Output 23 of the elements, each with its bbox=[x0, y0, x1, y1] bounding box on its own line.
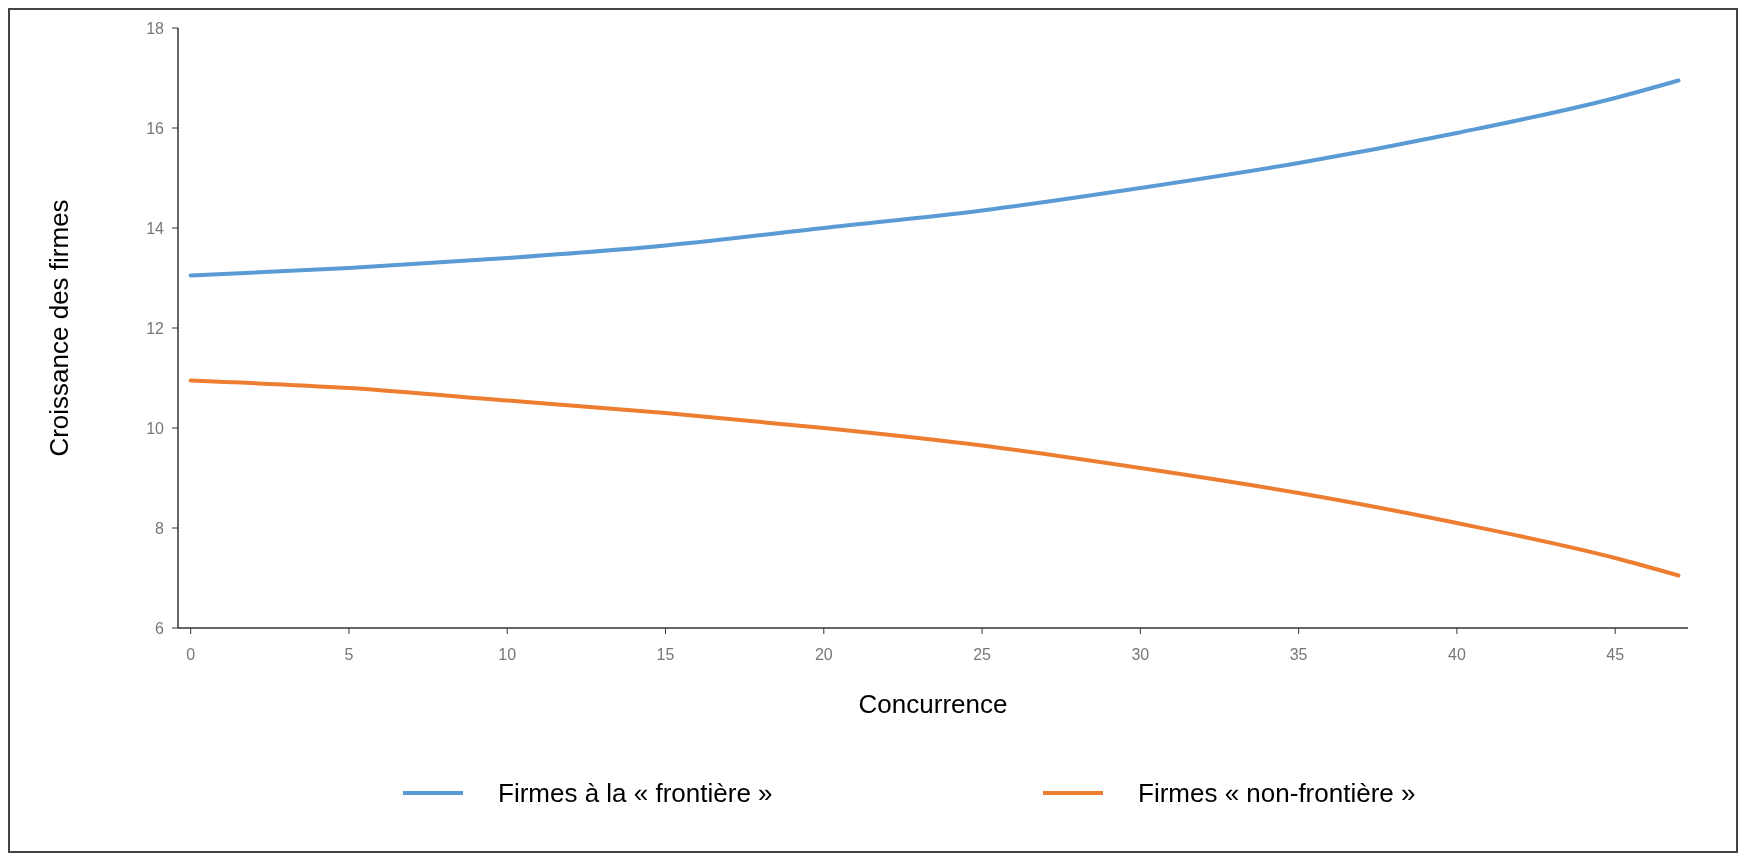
x-tick-label: 35 bbox=[1289, 646, 1308, 663]
y-tick-label: 8 bbox=[155, 520, 165, 537]
x-tick-label: 30 bbox=[1131, 646, 1150, 663]
y-tick-label: 10 bbox=[146, 420, 165, 437]
x-tick-label: 25 bbox=[973, 646, 992, 663]
legend-label: Firmes « non-frontière » bbox=[1138, 778, 1416, 808]
x-tick-label: 5 bbox=[344, 646, 354, 663]
line-series bbox=[188, 78, 1681, 278]
x-tick-label: 0 bbox=[186, 646, 196, 663]
x-axis-title: Concurrence bbox=[858, 689, 1008, 719]
x-tick-label: 40 bbox=[1448, 646, 1466, 663]
line-series bbox=[188, 378, 1681, 578]
y-tick-label: 14 bbox=[146, 220, 165, 237]
y-tick-label: 16 bbox=[146, 120, 165, 137]
x-tick-label: 20 bbox=[814, 646, 833, 663]
y-tick-label: 12 bbox=[146, 320, 165, 337]
x-tick-label: 10 bbox=[498, 646, 517, 663]
x-tick-label: 45 bbox=[1606, 646, 1625, 663]
x-tick-label: 15 bbox=[656, 646, 675, 663]
legend-label: Firmes à la « frontière » bbox=[498, 778, 773, 808]
y-tick-label: 18 bbox=[146, 20, 165, 37]
y-axis-title: Croissance des firmes bbox=[44, 199, 74, 457]
y-tick-label: 6 bbox=[155, 620, 165, 637]
